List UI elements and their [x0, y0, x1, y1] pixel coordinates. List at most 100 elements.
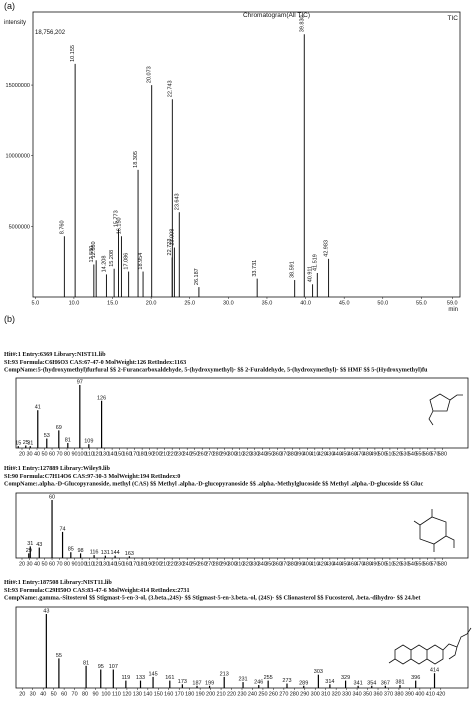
x-tick-label: 510: [385, 562, 394, 568]
x-tick-label: 110: [85, 452, 94, 458]
x-tick-label: 180: [138, 452, 147, 458]
peak-label: 33.731: [252, 260, 258, 277]
x-tick-label: 310: [235, 452, 244, 458]
x-tick-label: 20: [19, 452, 25, 458]
plot-frame: [32, 11, 461, 298]
x-tick-label: 440: [333, 452, 342, 458]
x-tick-label: 45.0: [339, 301, 350, 307]
peak-label: 41: [35, 405, 41, 411]
header-line: CompName:.gamma.-Sitosterol $$ Stigmast-…: [4, 595, 421, 602]
structure-glucoside: [413, 509, 455, 552]
peak-label: 273: [282, 678, 291, 684]
x-tick-label: 230: [237, 692, 246, 698]
peak-label: 213: [220, 671, 229, 677]
peak-label: 187: [192, 680, 201, 686]
header-line: SI:93 Formula:C6H6O3 CAS:67-47-0 MolWeig…: [4, 359, 186, 366]
x-tick-label: 320: [243, 562, 252, 568]
x-tick-label: 260: [269, 692, 278, 698]
x-tick-label: 400: [415, 692, 424, 698]
x-tick-label: 410: [310, 452, 319, 458]
x-tick-label: 50: [41, 562, 47, 568]
peak-label: 12.880: [91, 241, 97, 258]
x-tick-label: 10.0: [69, 301, 80, 307]
x-tick-label: 490: [370, 562, 379, 568]
x-tick-label: 380: [288, 562, 297, 568]
x-tick-label: 250: [190, 452, 199, 458]
x-tick-label: 180: [185, 692, 194, 698]
x-tick-label: 30.0: [223, 301, 234, 307]
x-tick-label: 250: [190, 562, 199, 568]
x-tick-label: 90: [72, 452, 78, 458]
x-tick-label: 380: [394, 692, 403, 698]
x-tick-label: 360: [373, 692, 382, 698]
x-tick-label: 330: [250, 452, 259, 458]
x-tick-label: 360: [273, 562, 282, 568]
peak-label: 43: [36, 542, 42, 548]
x-tick-label: 160: [123, 452, 132, 458]
peak-label: 173: [178, 679, 187, 685]
x-tick-label: 400: [303, 452, 312, 458]
peak-label: 126: [97, 395, 106, 401]
x-tick-label: 560: [423, 452, 432, 458]
x-tick-label: 50: [51, 692, 57, 698]
x-tick-label: 210: [160, 452, 169, 458]
x-tick-label: 280: [213, 562, 222, 568]
x-tick-label: 80: [64, 562, 70, 568]
peak-label: 74: [59, 526, 65, 532]
peak-label: 31: [27, 541, 33, 547]
x-tick-label: 350: [363, 692, 372, 698]
x-tick-label: 300: [228, 452, 237, 458]
x-tick-label: 210: [216, 692, 225, 698]
x-tick-label: 480: [363, 452, 372, 458]
peak-label: 23.008: [169, 229, 175, 246]
x-tick-label: 300: [311, 692, 320, 698]
x-tick-label: 150: [115, 452, 124, 458]
plot-frame: [15, 377, 469, 449]
structure-hmf: [428, 393, 463, 426]
peak-label: 31: [27, 441, 33, 447]
peak-label: 231: [238, 677, 247, 683]
spectrum-header: Hit#:1 Entry:187508 Library:NIST11.libSI…: [4, 579, 421, 602]
x-tick-label: 500: [378, 562, 387, 568]
x-tick-label: 170: [175, 692, 184, 698]
x-tick-label: 150: [115, 562, 124, 568]
x-tick-label: 220: [227, 692, 236, 698]
x-tick-label: 120: [92, 562, 101, 568]
x-tick-label: 350: [265, 562, 274, 568]
y-tick-label: 10000000: [6, 154, 30, 160]
x-tick-label: 90: [92, 692, 98, 698]
peak-label: 60: [49, 495, 55, 501]
x-tick-label: 40.0: [300, 301, 311, 307]
peak-label: 26.187: [194, 268, 200, 285]
peak-label: 107: [109, 664, 118, 670]
x-tick-label: 290: [300, 692, 309, 698]
x-tick-label: 15.0: [107, 301, 118, 307]
peak-label: 12.580: [89, 246, 95, 263]
peak-label: 10.155: [70, 45, 76, 62]
max-intensity: 18,756,202: [35, 30, 66, 36]
peak-label: 23.643: [174, 193, 180, 210]
x-tick-label: 390: [295, 562, 304, 568]
x-tick-label: 20.0: [146, 301, 157, 307]
peak-label: 53: [44, 433, 50, 439]
panel-label: (a): [4, 1, 15, 11]
x-tick-label: 230: [175, 452, 184, 458]
y-axis-title: intensity: [4, 20, 26, 26]
x-tick-label: 380: [288, 452, 297, 458]
x-tick-label: 80: [82, 692, 88, 698]
x-tick-label: 330: [250, 562, 259, 568]
x-tick-label: 580: [438, 562, 447, 568]
x-tick-label: 200: [206, 692, 215, 698]
peak-label: 381: [395, 680, 404, 686]
peak-label: 414: [430, 668, 439, 674]
peak-label: 109: [84, 439, 93, 445]
peak-label: 15.773: [114, 210, 120, 227]
x-tick-label: 370: [280, 562, 289, 568]
x-tick-label: 200: [153, 562, 162, 568]
x-tick-label: 530: [400, 452, 409, 458]
x-tick-label: 70: [72, 692, 78, 698]
x-tick-label: 120: [122, 692, 131, 698]
panel-label: (b): [4, 314, 15, 324]
peak-label: 116: [90, 550, 99, 556]
x-tick-label: 520: [393, 562, 402, 568]
